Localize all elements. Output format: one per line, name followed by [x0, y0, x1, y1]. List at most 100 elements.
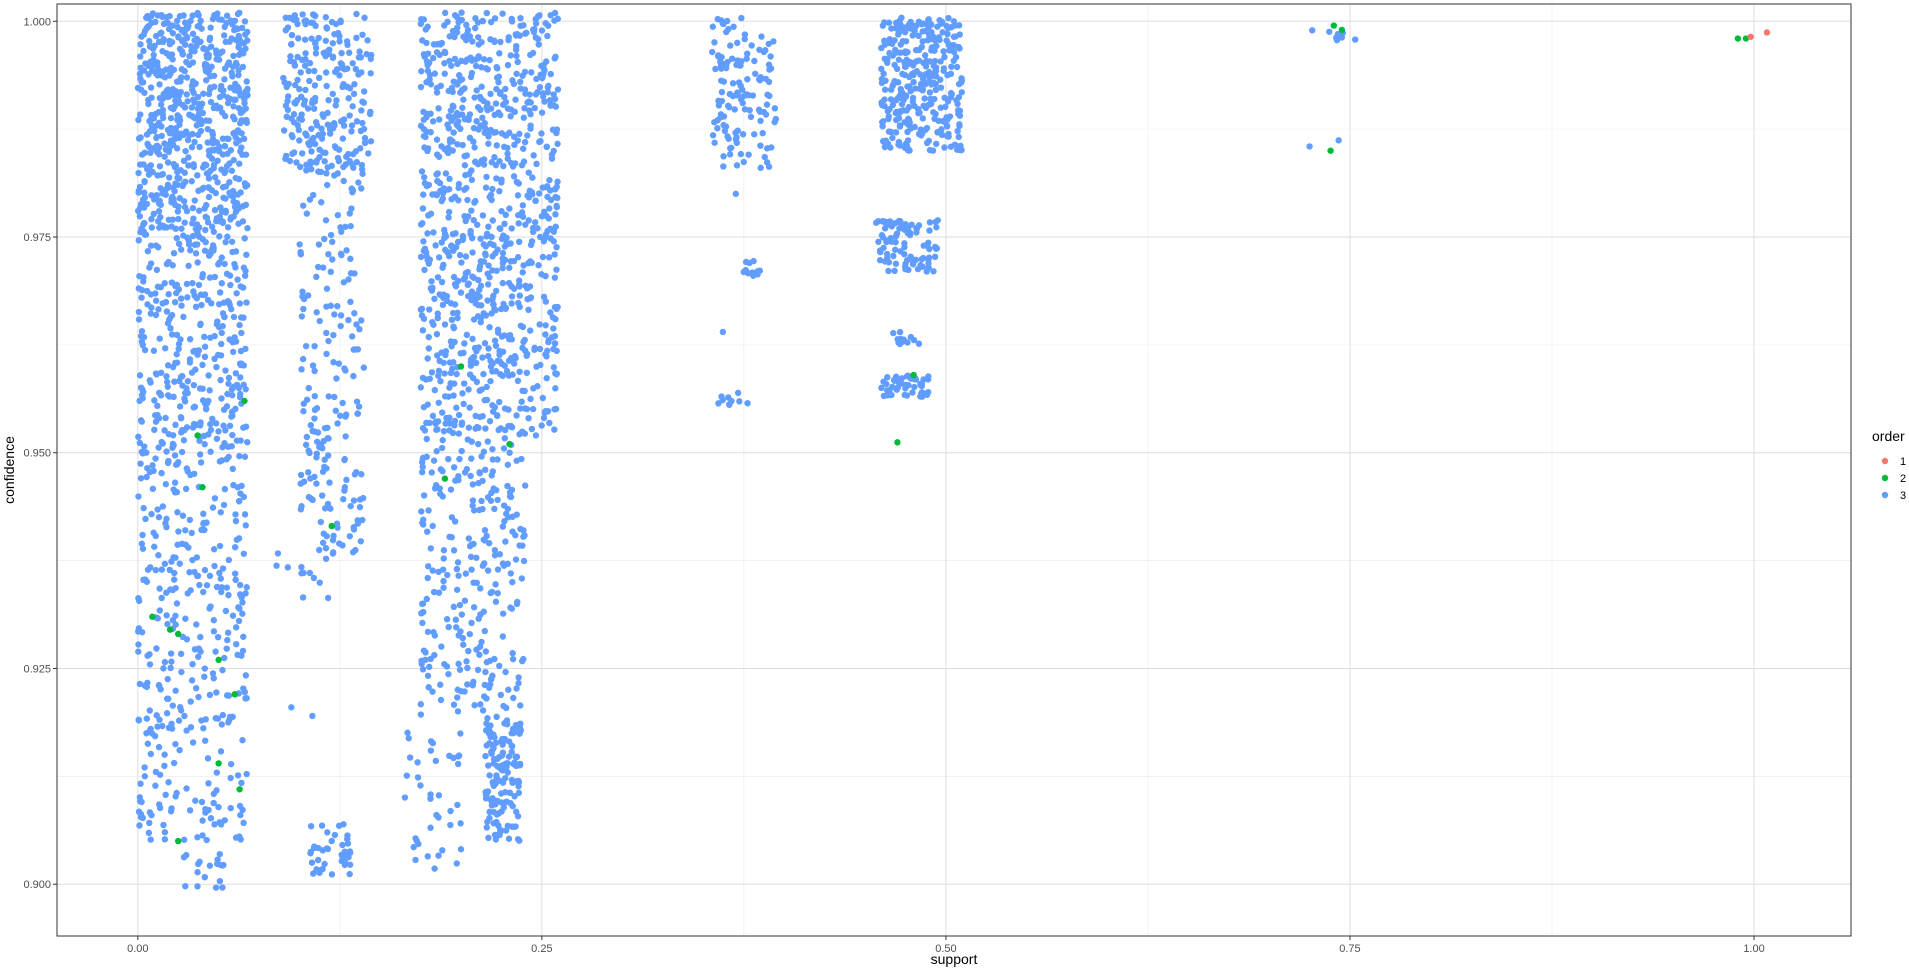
data-point-order-3 — [228, 386, 236, 393]
data-point-order-3 — [499, 279, 507, 287]
data-point-order-3 — [515, 674, 522, 681]
data-point-order-3 — [542, 272, 549, 280]
data-point-order-3 — [135, 308, 143, 316]
data-point-order-3 — [195, 860, 202, 868]
data-point-order-3 — [166, 37, 173, 45]
data-point-order-3 — [187, 43, 195, 50]
data-point-order-3 — [901, 391, 908, 399]
data-point-order-3 — [167, 650, 175, 657]
data-point-order-3 — [1335, 137, 1342, 144]
data-point-order-3 — [235, 617, 243, 625]
data-point-order-3 — [168, 558, 175, 565]
data-point-order-3 — [166, 566, 173, 574]
data-point-order-3 — [207, 167, 214, 175]
data-point-order-3 — [481, 340, 489, 347]
data-point-order-3 — [412, 835, 419, 842]
data-point-order-3 — [156, 163, 164, 170]
data-point-order-3 — [553, 347, 560, 355]
data-point-order-3 — [425, 684, 432, 691]
data-point-order-3 — [549, 314, 557, 321]
data-point-order-3 — [423, 39, 430, 47]
data-point-order-3 — [454, 122, 462, 130]
data-point-order-3 — [520, 533, 527, 540]
data-point-order-3 — [154, 723, 161, 730]
data-point-order-3 — [222, 183, 230, 190]
data-point-order-3 — [445, 393, 452, 400]
data-point-order-3 — [186, 131, 193, 139]
data-point-order-3 — [445, 208, 453, 216]
data-point-order-3 — [472, 425, 479, 432]
data-point-order-3 — [161, 762, 168, 770]
data-point-order-3 — [709, 23, 717, 30]
data-point-order-3 — [288, 704, 295, 711]
data-point-order-3 — [885, 128, 893, 135]
data-point-order-3 — [492, 581, 499, 588]
data-point-order-3 — [468, 455, 475, 462]
data-point-order-3 — [449, 365, 456, 372]
data-point-order-3 — [431, 865, 438, 872]
data-point-order-3 — [490, 744, 497, 752]
data-point-order-3 — [334, 420, 341, 427]
data-point-order-3 — [173, 145, 181, 152]
data-point-order-3 — [184, 136, 192, 144]
data-point-order-3 — [313, 866, 320, 873]
data-point-order-3 — [511, 352, 519, 360]
data-point-order-3 — [726, 90, 734, 98]
data-point-order-3 — [512, 753, 519, 760]
data-point-order-3 — [472, 62, 480, 70]
data-point-order-3 — [506, 789, 514, 797]
data-point-order-3 — [513, 511, 520, 518]
data-point-order-3 — [207, 426, 215, 434]
data-point-order-3 — [942, 103, 949, 111]
data-point-order-3 — [881, 258, 889, 265]
data-point-order-3 — [465, 535, 473, 542]
data-point-order-3 — [221, 260, 228, 268]
data-point-order-3 — [219, 884, 226, 891]
data-point-order-3 — [211, 821, 218, 828]
data-point-order-3 — [517, 525, 524, 533]
data-point-order-3 — [472, 300, 479, 307]
data-point-order-3 — [880, 70, 887, 77]
data-point-order-3 — [189, 279, 196, 287]
data-point-order-3 — [763, 101, 771, 108]
data-point-order-3 — [469, 497, 477, 504]
data-point-order-3 — [878, 232, 886, 239]
data-point-order-3 — [924, 36, 932, 44]
data-point-order-3 — [287, 41, 295, 48]
data-point-order-3 — [294, 53, 301, 61]
data-point-order-3 — [334, 170, 341, 177]
data-point-order-3 — [204, 755, 212, 762]
data-point-order-3 — [527, 122, 534, 129]
data-point-order-3 — [291, 12, 298, 19]
data-point-order-3 — [438, 143, 445, 150]
data-point-order-3 — [905, 103, 913, 111]
data-point-order-3 — [188, 529, 195, 537]
data-point-order-3 — [323, 303, 330, 310]
data-point-order-3 — [310, 574, 318, 582]
data-point-order-3 — [473, 117, 480, 125]
data-point-order-3 — [159, 48, 166, 55]
data-point-order-3 — [347, 222, 354, 230]
data-point-order-3 — [308, 859, 316, 866]
data-point-order-3 — [208, 223, 216, 230]
data-point-order-3 — [895, 138, 903, 146]
data-point-order-3 — [930, 33, 937, 40]
data-point-order-3 — [448, 62, 455, 69]
data-point-order-3 — [219, 444, 226, 451]
data-point-order-3 — [147, 149, 154, 157]
data-point-order-3 — [480, 536, 487, 543]
data-point-order-3 — [192, 303, 200, 311]
data-point-order-3 — [315, 74, 323, 82]
data-point-order-3 — [487, 497, 495, 504]
data-point-order-3 — [236, 452, 243, 460]
data-point-order-3 — [925, 373, 932, 380]
data-point-order-3 — [516, 292, 523, 299]
data-point-order-2 — [1734, 35, 1742, 42]
data-point-order-3 — [141, 189, 148, 196]
data-point-order-3 — [491, 305, 498, 313]
data-point-order-3 — [931, 253, 939, 261]
data-point-order-3 — [185, 241, 193, 248]
data-point-order-3 — [166, 72, 173, 79]
data-point-order-3 — [507, 113, 514, 120]
data-point-order-3 — [181, 836, 188, 843]
